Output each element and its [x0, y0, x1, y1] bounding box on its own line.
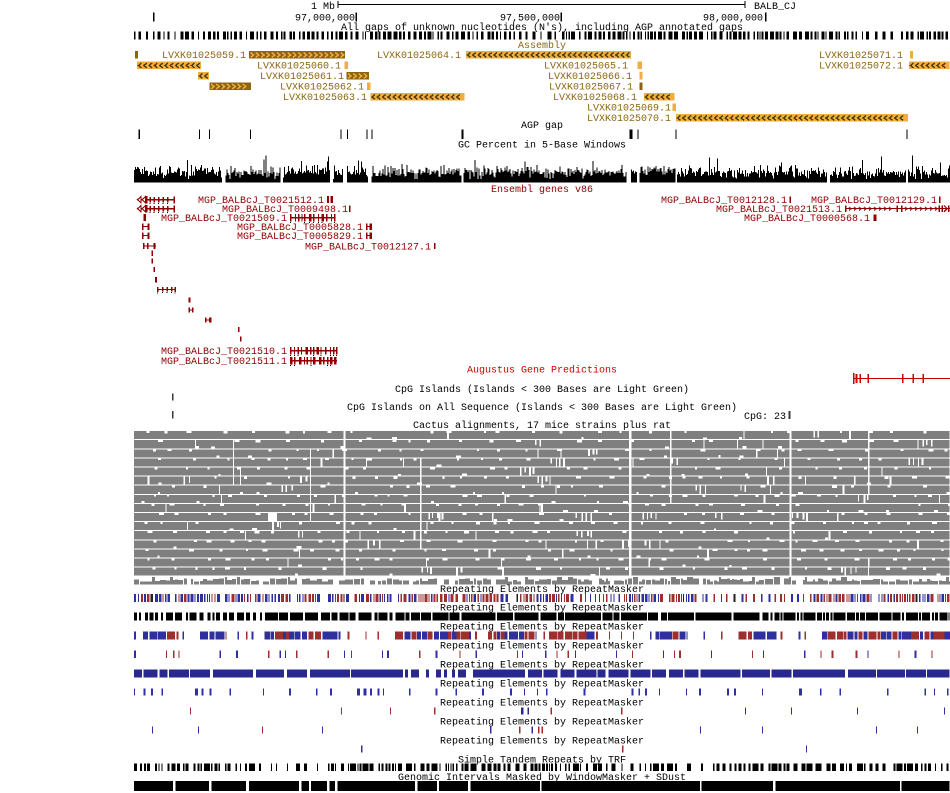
svg-text:LVXK01025060.1: LVXK01025060.1 [257, 62, 341, 73]
svg-text:97,500,000: 97,500,000 [500, 14, 560, 25]
svg-text:Ensembl genes v86: Ensembl genes v86 [491, 184, 593, 196]
svg-text:Repeating Elements by RepeatMa: Repeating Elements by RepeatMasker [440, 584, 644, 596]
svg-text:MGP_BALBcJ_T0012127.1: MGP_BALBcJ_T0012127.1 [305, 242, 431, 253]
svg-text:LVXK01025068.1: LVXK01025068.1 [553, 93, 637, 104]
svg-text:LVXK01025063.1: LVXK01025063.1 [283, 93, 367, 104]
svg-text:Simple Tandem Repeats by TRF: Simple Tandem Repeats by TRF [458, 754, 626, 766]
svg-text:All gaps of unknown nucleotide: All gaps of unknown nucleotides (N's), i… [341, 22, 743, 34]
svg-text:GC Percent in 5-Base Windows: GC Percent in 5-Base Windows [458, 140, 626, 152]
svg-text:97,000,000: 97,000,000 [295, 14, 355, 25]
svg-text:MGP_BALBcJ_T0005828.1: MGP_BALBcJ_T0005828.1 [237, 223, 363, 234]
svg-text:1 Mb: 1 Mb [311, 1, 335, 13]
svg-text:MGP_BALBcJ_T0021513.1: MGP_BALBcJ_T0021513.1 [716, 205, 842, 216]
svg-text:MGP_BALBcJ_T0021509.1: MGP_BALBcJ_T0021509.1 [161, 214, 287, 225]
svg-text:LVXK01025072.1: LVXK01025072.1 [819, 62, 903, 73]
svg-text:Repeating Elements by RepeatMa: Repeating Elements by RepeatMasker [440, 735, 644, 747]
svg-text:LVXK01025064.1: LVXK01025064.1 [377, 51, 461, 62]
svg-text:LVXK01025061.1: LVXK01025061.1 [260, 72, 344, 83]
svg-text:Repeating Elements by RepeatMa: Repeating Elements by RepeatMasker [440, 622, 644, 634]
svg-text:98,000,000: 98,000,000 [703, 14, 763, 25]
svg-text:MGP_BALBcJ_T0012129.1: MGP_BALBcJ_T0012129.1 [811, 196, 937, 207]
svg-text:Repeating Elements by RepeatMa: Repeating Elements by RepeatMasker [440, 716, 644, 728]
svg-text:CpG: 23: CpG: 23 [744, 412, 786, 423]
svg-text:MGP_BALBcJ_T0021510.1: MGP_BALBcJ_T0021510.1 [161, 347, 287, 358]
svg-text:MGP_BALBcJ_T0005829.1: MGP_BALBcJ_T0005829.1 [237, 232, 363, 243]
svg-text:Repeating Elements by RepeatMa: Repeating Elements by RepeatMasker [440, 697, 644, 709]
svg-text:MGP_BALBcJ_T0021512.1: MGP_BALBcJ_T0021512.1 [198, 196, 324, 207]
svg-text:LVXK01025065.1: LVXK01025065.1 [544, 62, 628, 73]
svg-text:AGP gap: AGP gap [521, 121, 563, 132]
svg-text:LVXK01025059.1: LVXK01025059.1 [162, 51, 246, 62]
svg-text:LVXK01025069.1: LVXK01025069.1 [587, 104, 671, 115]
svg-text:CpG Islands (Islands < 300 Bas: CpG Islands (Islands < 300 Bases are Lig… [395, 384, 689, 396]
svg-text:Genomic Intervals Masked by Wi: Genomic Intervals Masked by WindowMasker… [398, 772, 686, 784]
svg-text:Cactus alignments, 17 mice str: Cactus alignments, 17 mice strains plus … [413, 420, 671, 432]
svg-text:MGP_BALBcJ_T0012128.1: MGP_BALBcJ_T0012128.1 [661, 196, 787, 207]
svg-text:LVXK01025062.1: LVXK01025062.1 [280, 83, 364, 94]
svg-text:MGP_BALBcJ_T0021511.1: MGP_BALBcJ_T0021511.1 [161, 357, 287, 368]
svg-text:Repeating Elements by RepeatMa: Repeating Elements by RepeatMasker [440, 603, 644, 615]
svg-text:CpG Islands on All Sequence (I: CpG Islands on All Sequence (Islands < 3… [347, 402, 737, 414]
svg-text:MGP_BALBcJ_T0000568.1: MGP_BALBcJ_T0000568.1 [744, 214, 870, 225]
svg-text:Augustus Gene Predictions: Augustus Gene Predictions [467, 364, 617, 376]
svg-text:Repeating Elements by RepeatMa: Repeating Elements by RepeatMasker [440, 679, 644, 691]
svg-text:Repeating Elements by RepeatMa: Repeating Elements by RepeatMasker [440, 641, 644, 653]
svg-text:Repeating Elements by RepeatMa: Repeating Elements by RepeatMasker [440, 660, 644, 672]
svg-text:LVXK01025070.1: LVXK01025070.1 [587, 114, 671, 125]
svg-text:MGP_BALBcJ_T0009498.1: MGP_BALBcJ_T0009498.1 [222, 205, 348, 216]
svg-text:Assembly: Assembly [518, 40, 566, 52]
svg-text:LVXK01025067.1: LVXK01025067.1 [549, 83, 633, 94]
svg-text:BALB_CJ: BALB_CJ [754, 2, 796, 13]
svg-text:LVXK01025066.1: LVXK01025066.1 [548, 72, 632, 83]
svg-text:LVXK01025071.1: LVXK01025071.1 [819, 51, 903, 62]
